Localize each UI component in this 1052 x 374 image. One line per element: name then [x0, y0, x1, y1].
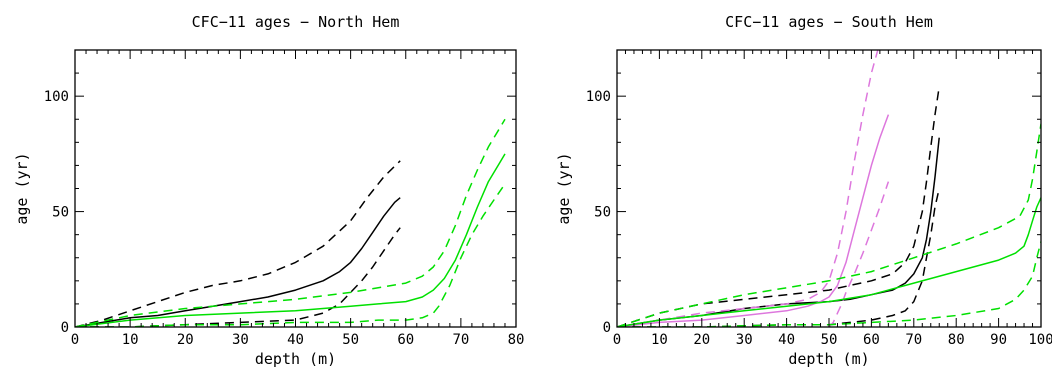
series-line-5	[75, 183, 506, 327]
y-tick-label: 50	[52, 205, 69, 221]
series-line-0	[617, 137, 940, 327]
chart-title: CFC−11 ages − South Hem	[725, 13, 933, 31]
x-tick-label: 70	[452, 332, 469, 348]
series-line-8	[617, 241, 1041, 327]
x-tick-label: 30	[736, 332, 753, 348]
series-line-4	[75, 118, 506, 327]
x-tick-label: 10	[122, 332, 139, 348]
series-line-1	[75, 160, 401, 327]
y-tick-label: 0	[61, 320, 69, 336]
plot-frame	[616, 49, 1042, 328]
series-line-4	[617, 50, 879, 327]
series-group	[617, 50, 1041, 327]
chart-north-hem: CFC−11 ages − North Hem 0 10 20 30 40 50 60 70 80…	[13, 13, 524, 368]
series-line-5	[828, 181, 890, 327]
chart-title: CFC−11 ages − North Hem	[192, 13, 400, 31]
y-tick-label: 100	[44, 89, 69, 105]
y-tick-label: 0	[603, 320, 611, 336]
x-tick-label: 80	[508, 332, 525, 348]
x-tick-label: 50	[342, 332, 359, 348]
series-line-2	[75, 227, 401, 327]
series-line-6	[617, 197, 1041, 327]
x-tick-label: 0	[613, 332, 621, 348]
series-line-0	[75, 197, 401, 327]
x-tick-label: 30	[232, 332, 249, 348]
x-tick-label: 100	[1028, 332, 1052, 348]
x-tick-label: 0	[71, 332, 79, 348]
series-line-1	[617, 86, 940, 327]
x-tick-label: 90	[990, 332, 1007, 348]
x-tick-label: 50	[821, 332, 838, 348]
x-tick-label: 60	[863, 332, 880, 348]
x-tick-label: 10	[651, 332, 668, 348]
x-axis-label: depth (m)	[255, 350, 336, 368]
x-tick-label: 20	[693, 332, 710, 348]
x-axis-label: depth (m)	[788, 350, 869, 368]
x-tick-label: 60	[397, 332, 414, 348]
series-line-2	[617, 188, 940, 327]
x-tick-label: 20	[177, 332, 194, 348]
y-tick-label: 50	[594, 205, 611, 221]
series-line-3	[75, 153, 506, 327]
x-tick-label: 40	[778, 332, 795, 348]
y-tick-label: 100	[586, 89, 611, 105]
chart-south-hem: CFC−11 ages − South Hem 0 10 20 30 40 50 60 70 80…	[555, 13, 1052, 368]
y-axis-label: age (yr)	[13, 152, 31, 224]
x-tick-label: 40	[287, 332, 304, 348]
series-line-7	[617, 123, 1041, 327]
series-group	[75, 118, 506, 327]
series-line-3	[617, 114, 890, 327]
x-tick-label: 70	[905, 332, 922, 348]
x-tick-label: 80	[948, 332, 965, 348]
y-axis-label: age (yr)	[555, 152, 573, 224]
